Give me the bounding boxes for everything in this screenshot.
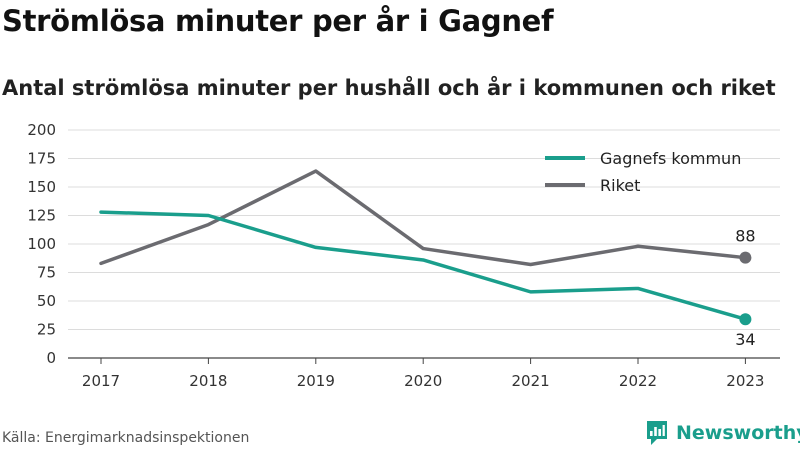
brand: Newsworthy [645, 420, 800, 446]
legend-label: Gagnefs kommun [600, 149, 741, 168]
legend-label: Riket [600, 176, 640, 195]
newsworthy-logo-icon [647, 421, 667, 445]
end-point-gagnefs-kommun [739, 313, 752, 326]
y-tick-label: 125 [27, 207, 56, 225]
data-label: 88 [735, 227, 755, 246]
y-tick-label: 200 [27, 121, 56, 139]
y-tick-label: 150 [27, 178, 56, 196]
x-tick-label: 2017 [82, 372, 120, 390]
x-tick-label: 2021 [512, 372, 550, 390]
series-line-riket [99, 169, 748, 267]
series-line-gagnefs-kommun [99, 210, 748, 321]
x-tick-label: 2020 [404, 372, 442, 390]
end-point-riket [739, 251, 752, 264]
x-tick-label: 2018 [189, 372, 227, 390]
x-tick-label: 2023 [726, 372, 764, 390]
y-tick-label: 50 [37, 292, 56, 310]
brand-name: Newsworthy [676, 422, 800, 444]
y-tick-label: 175 [27, 150, 56, 168]
source-note: Källa: Energimarknadsinspektionen [2, 430, 250, 446]
x-tick-label: 2022 [619, 372, 657, 390]
y-tick-label: 100 [27, 235, 56, 253]
y-tick-label: 0 [46, 349, 56, 367]
chart-title: Strömlösa minuter per år i Gagnef [2, 4, 554, 38]
y-tick-label: 75 [37, 264, 56, 282]
x-tick-label: 2019 [297, 372, 335, 390]
chart-subtitle: Antal strömlösa minuter per hushåll och … [2, 76, 776, 100]
y-tick-label: 25 [37, 321, 56, 339]
data-label: 34 [735, 330, 755, 349]
line-chart: 0 25 50 75 100 125 150 175 200 2017 2018 2019 2020 20… [27, 121, 780, 390]
